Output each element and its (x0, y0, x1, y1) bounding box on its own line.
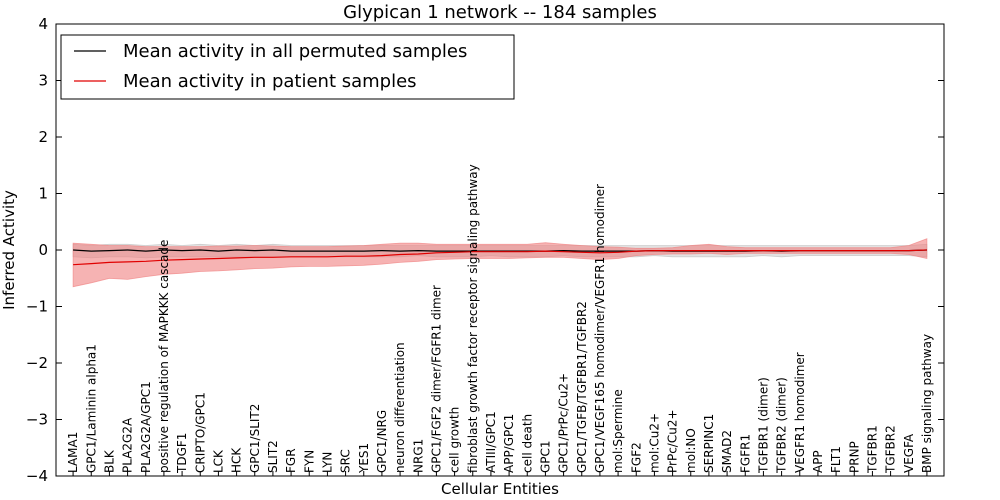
x-tick-label: LAMA1 (66, 432, 80, 473)
x-tick-label: PRNP (847, 441, 861, 473)
y-axis-label: Inferred Activity (0, 190, 18, 310)
x-tick-label: VEGFA (902, 433, 916, 473)
x-tick-label: NRG1 (411, 439, 425, 473)
x-tick-label: PrPc/Cu2+ (666, 409, 680, 473)
x-tick-label: VEGFR1 homodimer (793, 352, 807, 473)
x-tick-label: LCK (211, 449, 225, 473)
x-tick-label: GPC1 (538, 440, 552, 473)
legend-label-patient: Mean activity in patient samples (123, 71, 417, 92)
plot-frame (55, 23, 945, 477)
legend-box (60, 34, 515, 100)
y-tick-label: 3 (38, 72, 48, 90)
chart-title: Glypican 1 network -- 184 samples (343, 2, 657, 23)
x-tick-label: BMP signaling pathway (920, 334, 934, 473)
x-tick-label: fibroblast growth factor receptor signal… (466, 164, 480, 473)
y-tick-label: −4 (26, 467, 48, 485)
x-tick-label: PLA2G2A (121, 417, 135, 473)
x-tick-label: FGR (284, 448, 298, 473)
x-tick-label: neuron differentiation (393, 342, 407, 473)
x-tick-label: FGF2 (629, 442, 643, 473)
x-tick-label: FLT1 (829, 446, 843, 473)
x-tick-label: cell death (520, 414, 534, 473)
x-tick-label: FGFR1 (738, 434, 752, 473)
x-tick-label: SLIT2 (266, 440, 280, 473)
x-tick-label: TGFBR1 (dimer) (756, 377, 770, 474)
x-tick-label: PLA2G2A/GPC1 (139, 381, 153, 473)
x-tick-label: mol:NO (684, 428, 698, 473)
x-tick-label: TDGF1 (175, 433, 189, 474)
x-tick-label: FYN (302, 450, 316, 473)
x-tick-label: GPC1/SLIT2 (248, 404, 262, 473)
line-series-1 (73, 249, 927, 266)
x-tick-label: ATIII/GPC1 (484, 411, 498, 473)
y-tick-label: 1 (38, 185, 48, 203)
x-tick-label: HCK (230, 447, 244, 473)
y-tick-label: 0 (38, 241, 48, 259)
x-tick-label: GPC1/NRG (375, 410, 389, 473)
y-tick-label: −3 (26, 411, 48, 429)
y-tick-label: −1 (26, 298, 48, 316)
x-axis-label: Cellular Entities (441, 480, 559, 498)
legend-label-permuted: Mean activity in all permuted samples (123, 41, 467, 62)
x-tick-label: APP (811, 450, 825, 473)
x-tick-label: TGFBR1 (865, 425, 879, 474)
x-tick-label: TGFBR2 (884, 425, 898, 474)
confidence-bands (72, 238, 928, 288)
x-tick-label: GPC1/TGFB/TGFBR1/TGFBR2 (575, 301, 589, 473)
x-tick-label: LYN (320, 452, 334, 473)
x-tick-label: APP/GPC1 (502, 414, 516, 473)
y-axis: −4 −3 −2 −1 0 1 2 3 4 (26, 15, 944, 485)
x-tick-label: positive regulation of MAPKKK cascade (157, 240, 171, 473)
x-tick-label: SRC (339, 449, 353, 473)
x-tick-label: GPC1/Laminin alpha1 (84, 344, 98, 473)
x-tick-label: SERPINC1 (702, 414, 716, 473)
x-tick-label: YES1 (357, 443, 371, 474)
y-tick-label: −2 (26, 354, 48, 372)
x-tick-label: TGFBR2 (dimer) (775, 377, 789, 474)
x-tick-label: GPC1/VEGF165 homodimer/VEGFR1 homodimer (593, 184, 607, 473)
series-lines (73, 249, 927, 266)
x-tick-label: GPC1/PrPc/Cu2+ (557, 373, 571, 473)
x-tick-label: BLK (102, 449, 116, 473)
x-tick-label: CRIPTO/GPC1 (193, 392, 207, 473)
y-tick-label: 4 (38, 15, 48, 33)
x-tick-labels: LAMA1 GPC1/Laminin alpha1 BLK PLA2G2A PLA2G2… (66, 164, 934, 476)
x-tick-label: cell growth (448, 407, 462, 473)
legend: Mean activity in all permuted samples Me… (60, 34, 515, 100)
x-tick-label: mol:Cu2+ (647, 413, 661, 473)
x-tick-label: mol:Spermine (611, 389, 625, 473)
x-tick-label: SMAD2 (720, 430, 734, 473)
y-tick-label: 2 (38, 128, 48, 146)
x-tick-label: GPC1/FGF2 dimer/FGFR1 dimer (429, 285, 443, 473)
